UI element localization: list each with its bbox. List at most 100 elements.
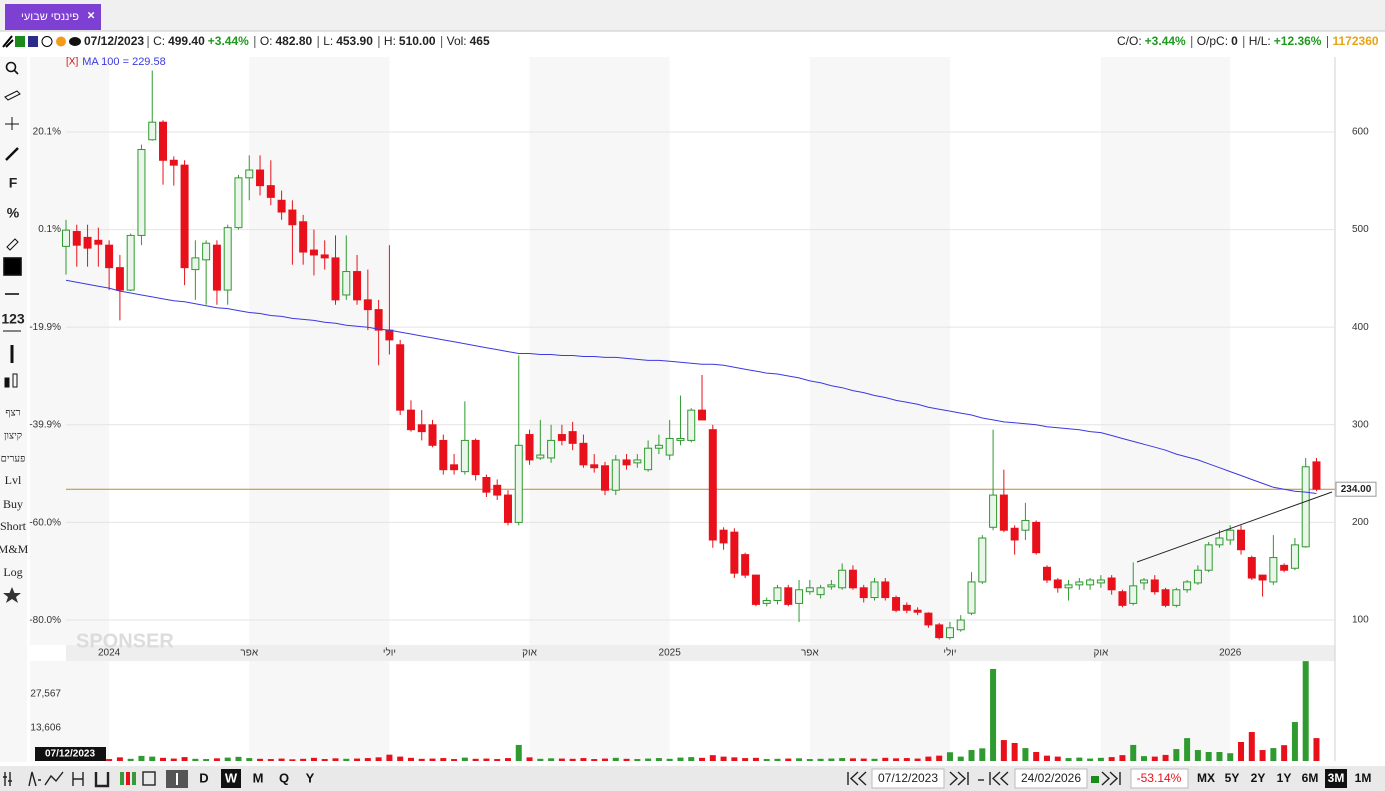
volume-bar (289, 759, 296, 761)
candle-body (1215, 537, 1224, 546)
candle-body (94, 239, 103, 245)
candle-body (816, 587, 825, 596)
trend-line[interactable] (1136, 491, 1333, 563)
start-date[interactable]: 07/12/2023 (878, 771, 938, 785)
tool-button[interactable]: % (7, 205, 20, 221)
candle-body (654, 444, 663, 449)
volume-bar (149, 756, 156, 761)
background-band (109, 57, 250, 645)
candle-body (1193, 569, 1202, 584)
volume-bar (116, 757, 123, 761)
header-value: 1172360 (1332, 34, 1378, 48)
tool-button[interactable]: M&M (0, 542, 29, 556)
volume-bar (1011, 742, 1018, 761)
candle-body (460, 439, 469, 473)
end-date[interactable]: 24/02/2026 (1021, 771, 1081, 785)
range-button[interactable]: 6M (1302, 771, 1319, 785)
x-tick-label: אוק (522, 648, 537, 659)
volume-bar (882, 757, 889, 761)
candle-body (665, 437, 674, 456)
volume-bar (1108, 757, 1115, 761)
candle-body (72, 231, 81, 246)
volume-bar (785, 758, 792, 761)
volume-bar (1259, 750, 1266, 761)
period-button[interactable]: Q (279, 770, 289, 785)
candle-body (924, 612, 933, 626)
candle-body (892, 597, 901, 611)
header-value: +3.44% (208, 34, 249, 48)
tool-button[interactable]: רצף (5, 407, 20, 418)
tool-button[interactable]: קיצון (4, 430, 22, 441)
range-button[interactable]: MX (1197, 771, 1215, 785)
y2-tick-label: 0.1% (38, 224, 61, 235)
candle-body (536, 454, 545, 459)
period-button[interactable]: M (253, 770, 264, 785)
volume-bar (1162, 754, 1169, 761)
period-button[interactable]: W (225, 770, 238, 785)
volume-bar (936, 755, 943, 761)
header-value: L: (323, 34, 333, 48)
range-button[interactable]: 5Y (1225, 771, 1240, 785)
header-value: H: (384, 34, 396, 48)
period-button[interactable]: D (199, 770, 208, 785)
header-value: 0 (1231, 34, 1238, 48)
volume-bar (494, 759, 501, 761)
candle-body (805, 587, 814, 593)
legend-close[interactable]: [X] (66, 57, 78, 68)
y-tick-label: 200 (1352, 517, 1369, 528)
tab-title[interactable]: פיננסי שבועי (21, 11, 79, 23)
range-button[interactable]: 2Y (1251, 771, 1266, 785)
tool-button[interactable]: F (9, 175, 18, 191)
candle-body (439, 439, 448, 471)
candle-body (514, 444, 523, 523)
legend-entry: MA 100 = 229.58 (82, 56, 165, 68)
candle-body (309, 249, 318, 256)
candle-body (83, 236, 92, 249)
volume-tick-label: 13,606 (30, 723, 61, 734)
period-button[interactable]: Y (306, 770, 315, 785)
candle-body (1010, 527, 1019, 541)
candle-body (1204, 544, 1213, 571)
volume-bar (1216, 751, 1223, 761)
candle-body (169, 159, 178, 166)
volume-bar (257, 758, 264, 761)
candle-body (935, 624, 944, 639)
volume-bar (1302, 661, 1309, 761)
candle-body (708, 429, 717, 541)
range-button[interactable]: 3M (1328, 771, 1345, 785)
volume-bar (623, 758, 630, 761)
y2-tick-label: 20.1% (33, 127, 61, 138)
volume-bar (1227, 753, 1234, 761)
watermark: SPONSER (76, 630, 174, 652)
candle-body (1032, 521, 1041, 554)
range-button[interactable]: 1Y (1277, 771, 1292, 785)
volume-bar (321, 759, 328, 761)
tool-button[interactable]: Log (3, 565, 22, 579)
tool-button[interactable]: 123 (1, 311, 25, 327)
candle-body (967, 581, 976, 614)
tool-button[interactable]: פערים (1, 453, 26, 464)
volume-bar (1313, 738, 1320, 761)
volume-bar (1087, 758, 1094, 761)
background-band (109, 661, 250, 761)
y-tick-label: 400 (1352, 322, 1369, 333)
tool-button[interactable]: Lvl (5, 473, 22, 487)
background-band (1230, 57, 1335, 645)
tab-close[interactable]: × (87, 7, 95, 22)
tool-button[interactable]: Buy (3, 497, 23, 511)
range-button[interactable]: 1M (1355, 771, 1372, 785)
y2-tick-label: -19.9% (29, 322, 61, 333)
tool-button[interactable]: Short (0, 519, 27, 533)
candle-body (870, 581, 879, 599)
y-tick-label: 300 (1352, 419, 1369, 430)
tab[interactable] (5, 4, 101, 30)
candle-body (320, 254, 329, 259)
candle-body (730, 531, 739, 574)
candle-body (1086, 579, 1095, 586)
candle-body (913, 609, 922, 613)
candle-body (450, 464, 459, 471)
volume-bar (1238, 742, 1245, 761)
volume-bar (1184, 738, 1191, 761)
volume-bar (591, 759, 598, 761)
candle-body (762, 599, 771, 604)
